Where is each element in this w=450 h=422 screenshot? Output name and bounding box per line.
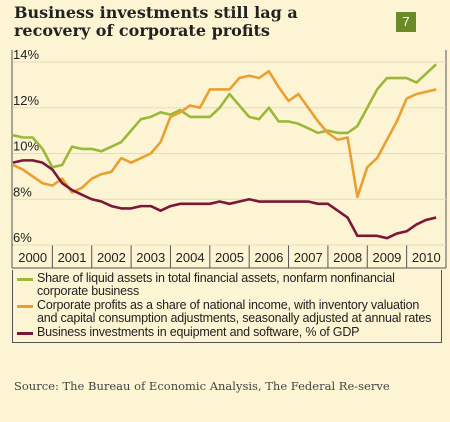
legend-swatch xyxy=(17,332,33,335)
legend-swatch xyxy=(17,305,33,308)
chart: 6% 8% 10% 12% 14% 2000 2001 2002 2003 2004 2005 200… xyxy=(11,47,447,269)
x-tick-label: 2004 xyxy=(176,250,205,265)
x-tick-label: 2001 xyxy=(58,250,87,265)
y-tick-label: 6% xyxy=(13,230,32,245)
y-tick-label: 12% xyxy=(13,93,39,108)
x-tick-label: 2009 xyxy=(372,250,401,265)
badge: 7 xyxy=(396,12,416,32)
x-tick-label: 2008 xyxy=(333,250,362,265)
series-line xyxy=(12,69,437,199)
x-tick-label: 2006 xyxy=(254,250,283,265)
legend-swatch xyxy=(17,278,33,281)
x-tick-label: 2005 xyxy=(215,250,244,265)
y-tick-label: 10% xyxy=(13,139,39,154)
legend: Share of liquid assets in total financia… xyxy=(12,270,442,343)
x-tick-label: 2002 xyxy=(97,250,126,265)
legend-item: Business investments in equipment and so… xyxy=(13,326,441,339)
series-line xyxy=(12,63,438,169)
x-tick-label: 2007 xyxy=(294,250,323,265)
source-note: Source: The Bureau of Economic Analysis,… xyxy=(14,379,390,393)
y-tick-label: 8% xyxy=(13,184,32,199)
legend-label: Corporate profits as a share of national… xyxy=(37,298,432,325)
x-tick-label: 2000 xyxy=(18,250,47,265)
y-tick-label: 14% xyxy=(13,47,39,62)
legend-item: Share of liquid assets in total financia… xyxy=(13,272,441,298)
legend-item: Corporate profits as a share of national… xyxy=(13,299,441,325)
series-line xyxy=(12,159,437,240)
chart-title: Business investments still lag a recover… xyxy=(14,3,298,40)
x-tick-label: 2003 xyxy=(136,250,165,265)
legend-label: Share of liquid assets in total financia… xyxy=(37,271,395,298)
legend-label: Business investments in equipment and so… xyxy=(37,325,360,339)
x-tick-label: 2010 xyxy=(412,250,441,265)
